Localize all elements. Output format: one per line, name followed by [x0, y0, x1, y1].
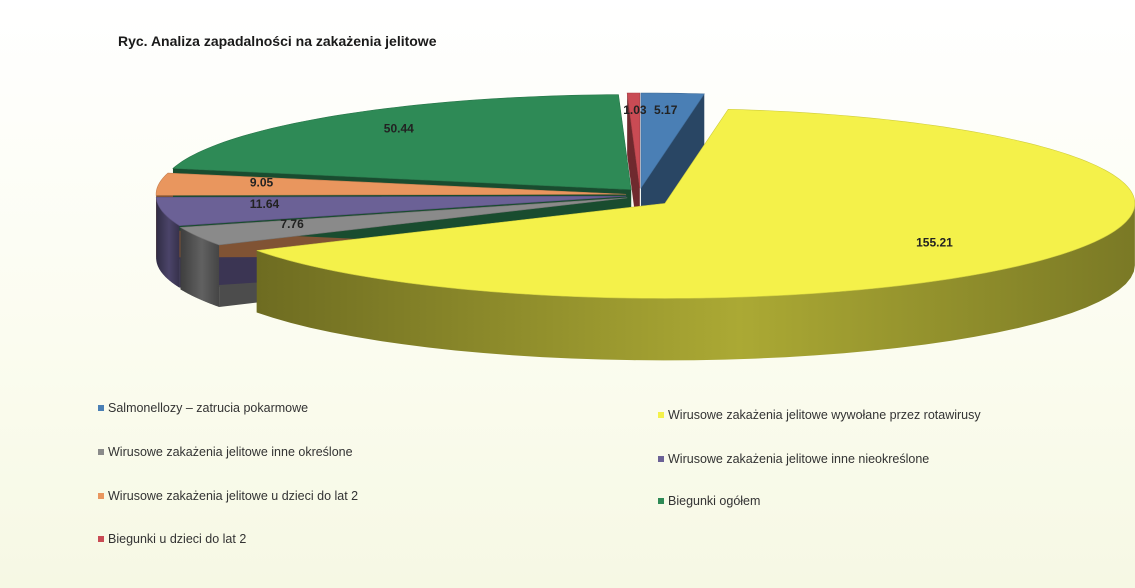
data-label: 50.44 — [384, 121, 414, 135]
slice-4 — [155, 172, 627, 196]
legend-item-rotawirusy: Wirusowe zakażenia jelitowe wywołane prz… — [658, 408, 981, 422]
slice-6 — [626, 92, 641, 189]
data-label: 7.76 — [280, 217, 304, 231]
legend-label: Biegunki u dzieci do lat 2 — [108, 532, 247, 546]
legend-swatch — [98, 536, 104, 542]
slice-3 — [155, 195, 627, 226]
legend-label: Salmonellozy – zatrucia pokarmowe — [108, 401, 309, 415]
legend-swatch — [658, 412, 664, 418]
legend-label: Wirusowe zakażenia jelitowe wywołane prz… — [668, 408, 981, 422]
data-label: 9.05 — [250, 175, 274, 189]
legend-label: Wirusowe zakażenia jelitowe inne nieokre… — [668, 452, 930, 466]
legend-item-dzieci-do-lat-2: Wirusowe zakażenia jelitowe u dzieci do … — [98, 489, 358, 503]
legend-swatch — [98, 449, 104, 455]
chart-title: Ryc. Analiza zapadalności na zakażenia j… — [118, 33, 437, 49]
legend-item-biegunki-dzieci: Biegunki u dzieci do lat 2 — [98, 532, 246, 546]
legend-item-biegunki-ogolem: Biegunki ogółem — [658, 494, 760, 508]
slice-side — [156, 197, 180, 288]
slice-2 — [179, 197, 628, 246]
slice-side — [180, 227, 220, 307]
legend-swatch — [98, 493, 104, 499]
slice-5 — [172, 94, 632, 190]
legend-item-inne-okreslone: Wirusowe zakażenia jelitowe inne określo… — [98, 445, 353, 459]
data-label: 11.64 — [250, 197, 280, 211]
legend-item-inne-nieokreslone: Wirusowe zakażenia jelitowe inne nieokre… — [658, 452, 929, 466]
legend-label: Wirusowe zakażenia jelitowe inne określo… — [108, 445, 353, 459]
data-label: 1.03 — [623, 103, 647, 117]
legend-swatch — [658, 498, 664, 504]
legend-item-salmonellozy: Salmonellozy – zatrucia pokarmowe — [98, 401, 308, 415]
slice-side — [256, 203, 1135, 361]
legend-swatch — [98, 405, 104, 411]
slice-1 — [256, 108, 1135, 299]
data-label: 155.21 — [916, 236, 953, 250]
slice-0 — [640, 92, 705, 189]
data-label: 5.17 — [654, 103, 678, 117]
legend-label: Wirusowe zakażenia jelitowe u dzieci do … — [108, 489, 359, 503]
legend-swatch — [658, 456, 664, 462]
legend-label: Biegunki ogółem — [668, 494, 761, 508]
